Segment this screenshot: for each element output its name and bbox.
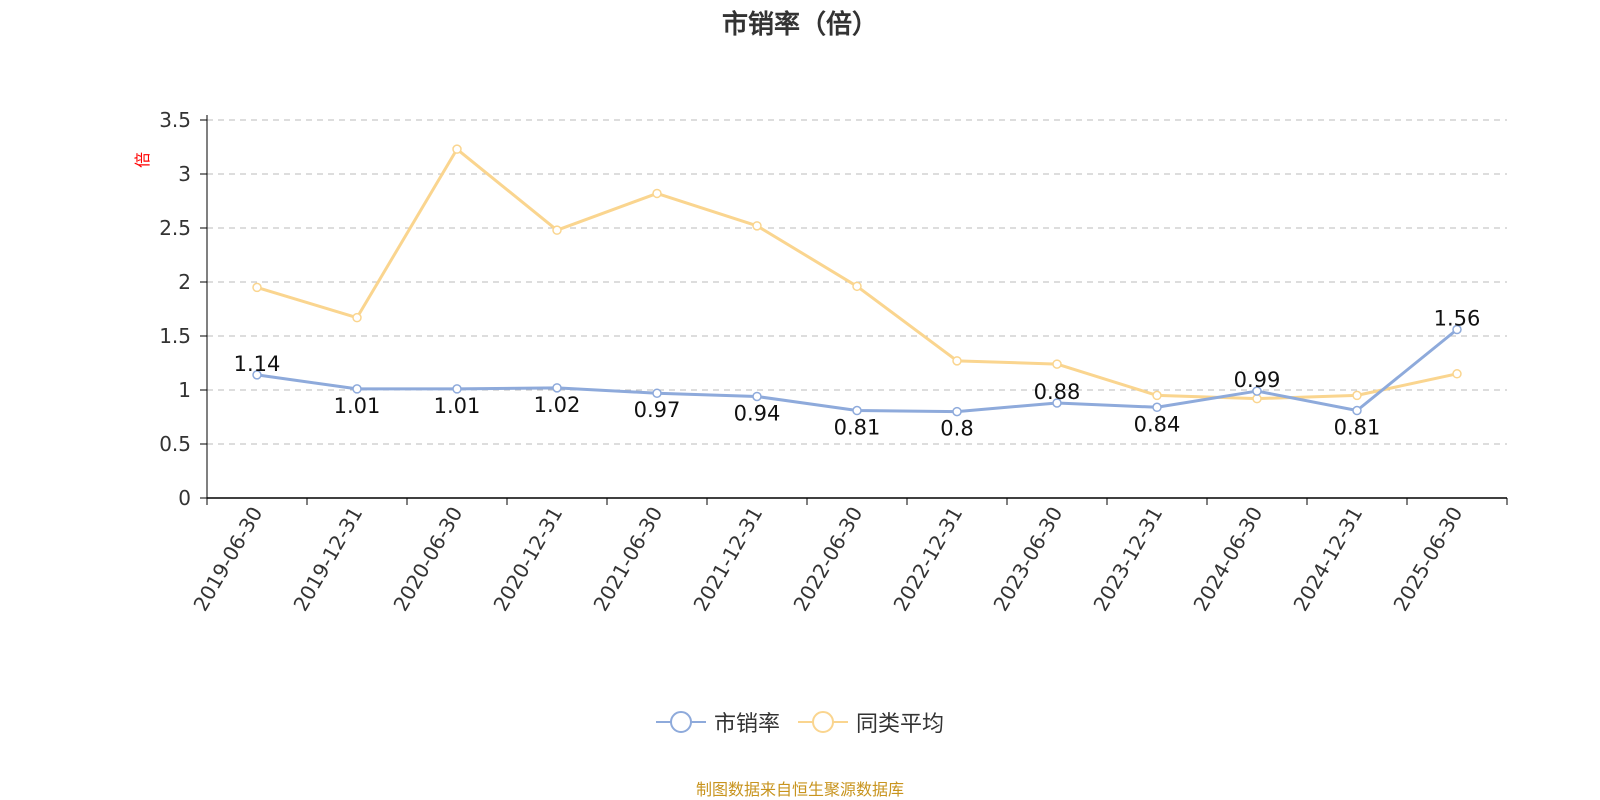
data-point-series-2 <box>452 144 462 154</box>
data-label: 1.02 <box>534 393 581 417</box>
legend-label-series-2: 同类平均 <box>856 712 945 737</box>
y-tick-label: 0 <box>178 486 191 510</box>
y-tick-label: 0.5 <box>159 432 191 456</box>
legend-label-series-1: 市销率 <box>713 712 780 737</box>
y-tick-label: 2.5 <box>159 216 191 240</box>
data-point-series-1 <box>1352 405 1362 416</box>
y-tick-label: 1 <box>178 378 191 402</box>
axes: 0 0.5 1 1.5 2 2.5 3 3.5 2019-06-30 2019-12-31 2020… <box>159 108 1508 616</box>
source-note: 制图数据来自恒生聚源数据库 <box>695 780 904 799</box>
data-point-series-2 <box>752 221 762 231</box>
data-label: 1.56 <box>1434 307 1481 331</box>
y-tick-label: 1.5 <box>159 324 191 348</box>
data-label: 0.81 <box>834 416 881 440</box>
data-label: 0.81 <box>1334 416 1381 440</box>
y-tick-label: 2 <box>178 270 191 294</box>
data-point-series-1 <box>352 384 362 394</box>
data-point-series-2 <box>352 312 362 323</box>
x-tick-label: 2020-06-30 <box>388 503 467 616</box>
data-point-series-1 <box>552 383 562 393</box>
data-point-series-2 <box>552 225 562 235</box>
x-tick-label: 2024-12-31 <box>1288 503 1367 616</box>
data-point-series-1 <box>852 405 862 416</box>
data-point-series-2 <box>852 281 862 292</box>
x-tick-label: 2025-06-30 <box>1388 503 1467 616</box>
y-axis-unit-label: 倍 <box>133 152 152 168</box>
legend: 市销率 同类平均 <box>0 706 1600 738</box>
x-tick-label: 2022-12-31 <box>888 503 967 616</box>
data-label: 1.01 <box>434 394 481 418</box>
x-tick-label: 2021-12-31 <box>688 503 767 616</box>
x-tick-label: 2021-06-30 <box>588 503 667 616</box>
x-tick-label: 2023-06-30 <box>988 503 1067 616</box>
data-point-series-1 <box>452 384 462 394</box>
data-point-series-1 <box>652 388 662 398</box>
data-label: 0.99 <box>1234 368 1281 392</box>
data-point-series-1 <box>1452 324 1462 335</box>
series-lines <box>252 144 1462 417</box>
legend-swatch-series-2 <box>798 711 848 733</box>
data-point-series-2 <box>1252 393 1262 404</box>
data-point-series-1 <box>1052 398 1062 408</box>
data-label: 1.14 <box>234 352 281 376</box>
data-label: 1.01 <box>334 394 381 418</box>
series-line-2 <box>256 147 1458 401</box>
data-point-series-1 <box>1252 386 1262 396</box>
data-point-series-1 <box>752 391 762 402</box>
line-chart: 0 0.5 1 1.5 2 2.5 3 3.5 2019-06-30 2019-12-31 2020… <box>133 108 1508 616</box>
data-point-series-2 <box>1052 359 1062 369</box>
chart-title: 市销率（倍） <box>721 10 878 40</box>
x-tick-label: 2020-12-31 <box>488 503 567 616</box>
data-point-series-2 <box>1352 390 1362 401</box>
data-point-series-2 <box>652 188 662 199</box>
x-tick-label: 2019-12-31 <box>288 503 367 616</box>
y-tick-label: 3.5 <box>159 108 191 132</box>
legend-swatch-series-1 <box>655 711 706 733</box>
data-point-series-2 <box>252 282 262 293</box>
x-tick-label: 2024-06-30 <box>1188 503 1267 616</box>
data-label: 0.84 <box>1134 412 1181 436</box>
data-point-series-1 <box>252 370 262 380</box>
x-tick-label: 2023-12-31 <box>1088 503 1167 616</box>
data-point-series-2 <box>952 356 962 366</box>
data-point-series-2 <box>1452 369 1462 379</box>
x-tick-label: 2019-06-30 <box>188 503 267 616</box>
data-label: 0.97 <box>634 398 681 422</box>
data-point-series-1 <box>1152 402 1162 413</box>
y-tick-label: 3 <box>178 162 191 186</box>
data-label: 0.88 <box>1034 380 1081 404</box>
x-tick-label: 2022-06-30 <box>788 503 867 616</box>
legend-item-series-1[interactable]: 市销率 <box>655 706 780 738</box>
data-label: 0.8 <box>940 417 973 441</box>
legend-item-series-2[interactable]: 同类平均 <box>798 706 944 738</box>
data-label: 0.94 <box>734 401 781 425</box>
data-point-series-2 <box>1152 390 1162 401</box>
data-point-series-1 <box>952 406 962 417</box>
data-labels: 1.14 1.01 1.01 1.02 0.97 0.94 0.81 0.8 0.88 0.84 0… <box>234 307 1481 441</box>
